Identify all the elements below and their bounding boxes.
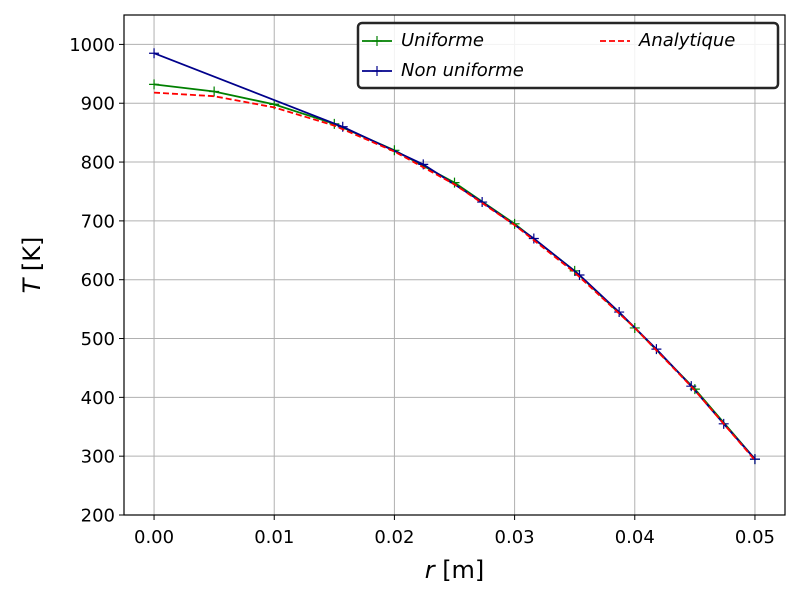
data-point-non-uniforme [749, 454, 760, 465]
legend-marker-uniforme [372, 36, 382, 46]
data-point-non-uniforme [149, 48, 160, 59]
y-axis-variable: T [18, 276, 46, 293]
x-axis-unit: [m] [435, 556, 485, 584]
legend-box [356, 21, 780, 90]
series-layer [149, 48, 760, 465]
x-tick-label: 0.03 [495, 527, 535, 548]
x-tick-label: 0.02 [374, 527, 414, 548]
x-tick-label: 0.04 [615, 527, 655, 548]
data-point-non-uniforme [614, 307, 625, 318]
legend-marker-non-uniforme [372, 66, 382, 76]
x-axis-label: r [m] [425, 556, 485, 584]
series-line-analytique [153, 91, 756, 461]
data-point-uniforme [209, 86, 220, 97]
legend-label-uniforme: Uniforme [401, 30, 484, 51]
x-axis-variable: r [425, 556, 437, 584]
y-axis-unit: [K] [18, 237, 46, 279]
legend: Uniforme Non uniforme Analytique [356, 21, 780, 90]
y-axis-label: T [K] [18, 237, 46, 294]
y-tick-label: 400 [81, 388, 115, 409]
legend-label-analytique: Analytique [638, 30, 735, 51]
y-axis-ticks: 200 300 400 500 600 700 800 900 1000 [69, 35, 124, 527]
data-point-non-uniforme [528, 233, 539, 244]
y-tick-label: 900 [81, 94, 115, 115]
y-tick-label: 500 [81, 329, 115, 350]
y-tick-label: 300 [81, 447, 115, 468]
x-axis-ticks: 0.00 0.01 0.02 0.03 0.04 0.05 [134, 515, 775, 548]
series-line-non-uniforme [153, 52, 756, 460]
data-point-uniforme [149, 79, 160, 90]
grid [124, 15, 785, 516]
y-tick-label: 1000 [69, 35, 115, 56]
series-line-uniforme [153, 83, 756, 460]
legend-label-non-uniforme: Non uniforme [401, 60, 524, 81]
y-tick-label: 600 [81, 270, 115, 291]
data-point-non-uniforme [477, 197, 488, 208]
y-tick-label: 800 [81, 153, 115, 174]
x-tick-label: 0.05 [735, 527, 775, 548]
y-tick-label: 700 [81, 211, 115, 232]
y-tick-label: 200 [81, 506, 115, 527]
x-tick-label: 0.00 [134, 527, 174, 548]
x-tick-label: 0.01 [254, 527, 294, 548]
plot-frame [123, 14, 786, 516]
